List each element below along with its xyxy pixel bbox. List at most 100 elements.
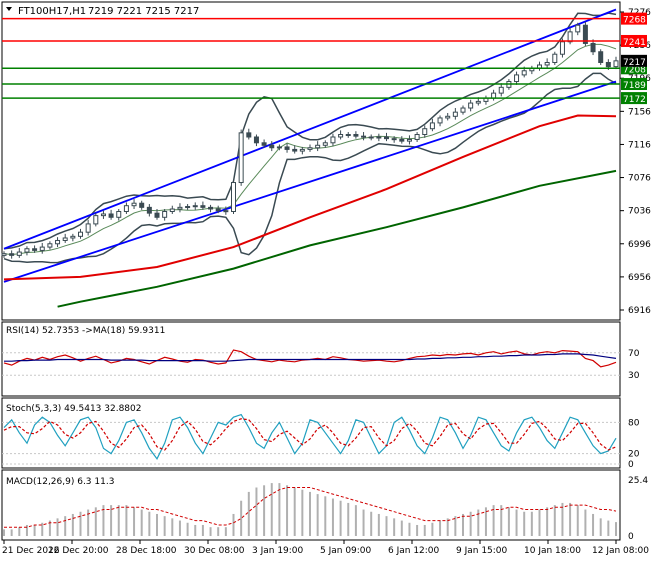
candle-body [238,132,244,184]
candle-body [177,206,183,210]
dropdown-triangle-icon [6,7,12,11]
price-tick-label: 7156 [628,107,651,117]
candle-body [231,182,236,212]
x-tick-label: 10 Jan 18:00 [524,546,581,556]
candle-body [605,61,611,68]
bollinger-upper-line [3,12,617,250]
price-tick-label: 6916 [628,306,651,316]
chart-header-ohlc: 7219 7221 7215 7217 [88,6,199,17]
candle-body [368,136,374,139]
candle-body [47,243,53,248]
candle-body [338,134,344,138]
candle-body [284,146,290,150]
x-tick-label: 30 Dec 08:00 [184,546,245,556]
level-price-tag [621,34,647,47]
lower-channel-line [3,80,617,283]
macd-panel-frame [1,469,621,541]
x-tick-label: 28 Dec 18:00 [116,546,177,556]
current-price-tag [621,54,647,67]
candle-body [78,231,83,237]
candle-body [39,246,45,251]
candle-body [345,134,351,137]
candle-body [215,208,221,212]
candle-body [192,205,198,208]
ma-red-line [3,114,617,281]
x-tick-label: 6 Jan 12:00 [388,546,440,556]
candle-body [498,86,504,94]
macd-signal-line [4,487,617,528]
chart-header-symbol: FT100H17,H1 [18,6,86,17]
candle-body [1,253,7,256]
level-price-tag [621,12,647,25]
candle-body [521,70,527,76]
level-price-tag [621,78,647,91]
candle-body [32,248,38,251]
level-price-label: 7172 [623,95,646,105]
level-price-label: 7241 [623,38,646,48]
price-tick-label: 6996 [628,240,651,250]
candle-body [391,138,397,141]
candle-body [223,210,229,213]
candle-body [307,147,313,150]
candle-body [429,122,435,130]
candle-body [299,148,305,152]
candle-body [292,148,298,152]
candle-body [613,60,619,68]
candle-body [208,206,214,210]
price-tick-label: 7116 [628,140,651,150]
stoch-panel-frame [1,397,621,469]
level-price-label: 7268 [623,16,646,26]
rsi-panel-frame [1,321,621,397]
candle-body [100,213,106,217]
candle-body [590,42,596,53]
candle-body [261,142,267,146]
candle-body [24,248,30,253]
level-price-tag [621,92,647,105]
candle-body [384,136,389,140]
x-tick-label: 22 Dec 20:00 [48,546,109,556]
rsi-label: RSI(14) 52.7353 ->MA(18) 59.9311 [6,326,165,336]
candle-body [567,31,573,43]
candle-body [445,115,451,119]
candle-body [154,212,160,218]
candle-body [185,206,191,209]
candle-body [169,208,175,212]
candle-body [460,107,466,113]
current-price-label: 7217 [623,58,646,68]
candle-body [108,213,114,218]
candle-body [62,237,68,241]
price-tick-label: 7036 [628,207,651,217]
candle-body [475,100,481,104]
candle-body [559,41,565,55]
candle-body [544,61,550,66]
candle-body [376,136,382,139]
candle-body [162,210,168,218]
candle-body [322,142,328,146]
bollinger-lower-line [3,72,617,264]
candle-body [93,215,99,225]
stoch-label: Stoch(5,3,3) 49.5413 32.8802 [6,404,141,414]
x-tick-label: 9 Jan 15:00 [456,546,508,556]
x-tick-label: 3 Jan 19:00 [252,546,304,556]
rsi-tick-label: 70 [628,349,640,359]
candle-body [16,251,22,256]
stoch-series-line [3,418,617,451]
candle-body [70,235,76,239]
candle-body [276,146,282,149]
candle-body [452,111,458,117]
candle-body [406,138,412,142]
candle-body [353,134,359,137]
candle-body [200,205,206,208]
candle-body [139,202,145,208]
candle-body [598,51,604,63]
ma-green-line [57,169,617,308]
price-tick-label: 6956 [628,273,651,283]
macd-tick-label: 25.4 [628,476,648,486]
candle-body [582,24,588,44]
x-tick-label: 5 Jan 09:00 [320,546,372,556]
candle-body [414,134,420,140]
upper-channel-line [3,8,617,250]
stoch-tick-label: 80 [628,418,640,428]
